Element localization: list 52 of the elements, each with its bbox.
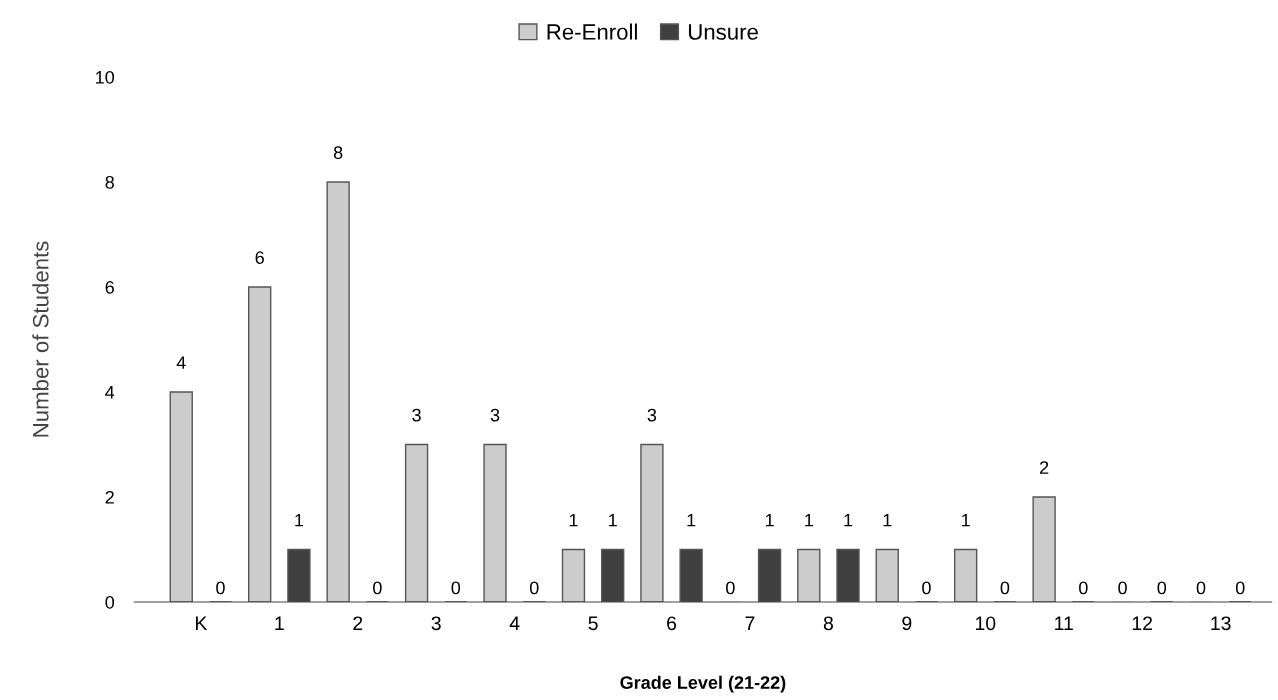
y-tick-label: 8 <box>105 175 114 189</box>
data-label: 1 <box>962 513 970 527</box>
data-label: 0 <box>451 581 461 595</box>
x-tick-label: 6 <box>667 616 677 631</box>
data-label: 0 <box>216 581 225 595</box>
y-tick-label: 4 <box>105 386 115 399</box>
data-label: 8 <box>333 146 343 159</box>
x-tick-label: 1 <box>275 616 284 630</box>
x-tick-label: 12 <box>1132 616 1153 630</box>
data-label: 6 <box>255 251 264 264</box>
data-label: 1 <box>295 513 304 527</box>
data-label: 1 <box>569 513 578 527</box>
y-tick-label: 6 <box>105 280 114 294</box>
x-axis-title: Grade Level (21-22) <box>620 675 786 693</box>
x-tick-label: 9 <box>902 616 912 631</box>
data-label: 0 <box>922 581 931 595</box>
data-label: 0 <box>1079 581 1088 595</box>
x-tick-label: 11 <box>1055 616 1073 630</box>
data-label: 0 <box>1157 581 1167 595</box>
data-label: 4 <box>176 356 186 369</box>
legend-label: Unsure <box>688 24 758 40</box>
data-label: 0 <box>1235 581 1245 595</box>
x-tick-label: 8 <box>823 616 833 631</box>
data-label: 1 <box>805 513 813 527</box>
data-label: 3 <box>412 408 421 422</box>
data-label: 0 <box>529 581 539 595</box>
y-tick-label: 10 <box>96 70 115 84</box>
data-label: 1 <box>883 513 892 527</box>
data-label: 3 <box>490 408 500 422</box>
data-label: 0 <box>1118 581 1127 595</box>
data-label: 0 <box>726 581 735 595</box>
data-label: 0 <box>373 581 382 595</box>
legend-label: Re-Enroll <box>547 23 637 40</box>
x-tick-label: 4 <box>509 616 520 630</box>
data-label: 2 <box>1040 461 1049 474</box>
data-label: 1 <box>609 513 617 527</box>
y-tick-label: 2 <box>105 490 114 504</box>
data-label: 1 <box>687 513 696 527</box>
x-tick-label: 5 <box>588 616 598 631</box>
x-tick-label: 7 <box>745 616 755 630</box>
x-tick-label: 3 <box>431 616 441 631</box>
x-tick-label: K <box>195 616 208 630</box>
data-label: 0 <box>1196 581 1206 595</box>
data-label: 1 <box>844 513 853 527</box>
data-label: 3 <box>647 408 657 422</box>
y-tick-label: 0 <box>105 595 115 609</box>
x-tick-label: 13 <box>1211 616 1231 631</box>
data-label: 0 <box>1000 581 1010 595</box>
x-tick-label: 2 <box>353 616 363 630</box>
data-label: 1 <box>765 513 774 527</box>
y-axis-title: Number of Students <box>32 241 49 437</box>
x-tick-label: 10 <box>975 616 996 631</box>
